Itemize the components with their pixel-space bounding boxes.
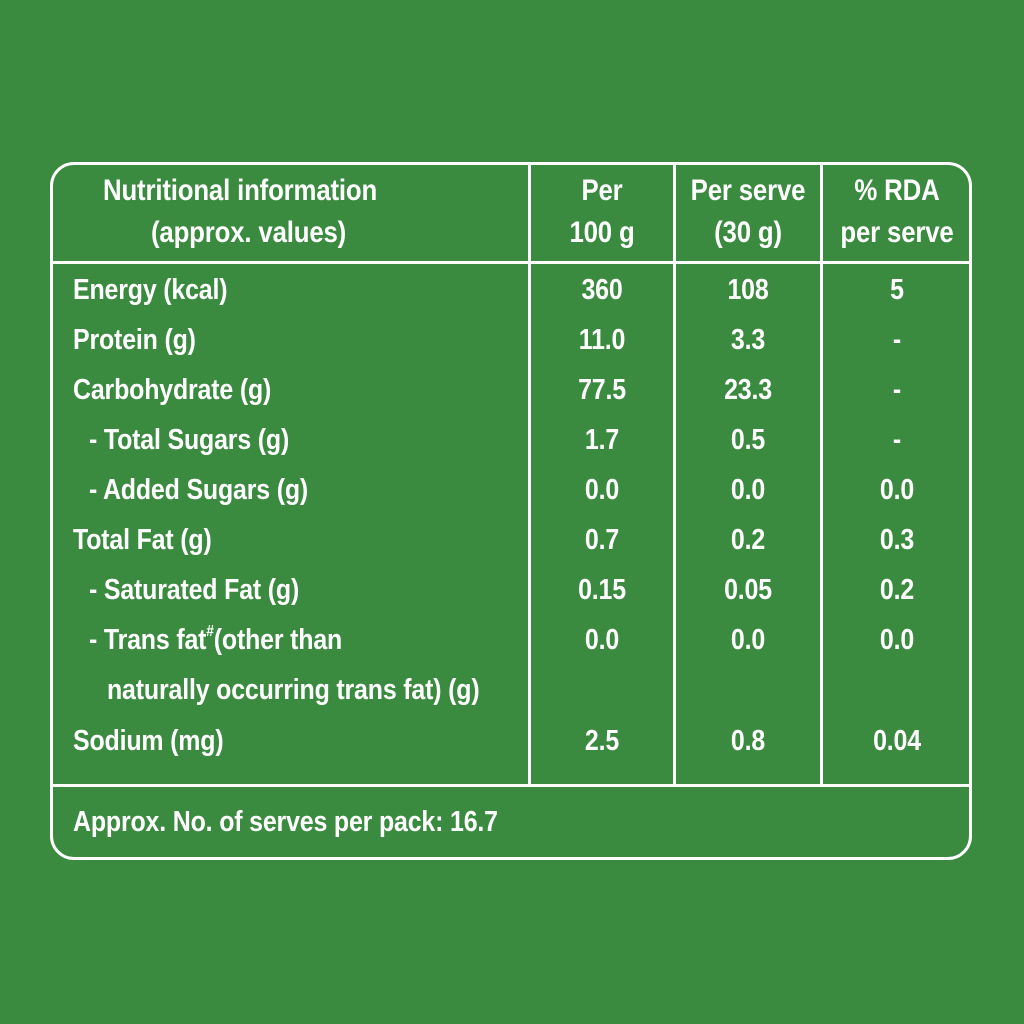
header-rda: % RDA	[854, 174, 940, 207]
header-30g: (30 g)	[714, 216, 782, 249]
row-label-protein: Protein (g)	[73, 324, 196, 356]
column-divider	[820, 165, 823, 787]
cell-per100: 11.0	[578, 324, 626, 356]
cell-per-serve: 0.5	[730, 424, 766, 456]
cell-per-serve: 3.3	[730, 324, 766, 356]
column-divider	[673, 165, 676, 787]
header-100g: 100 g	[569, 216, 635, 249]
header-nutritional-information: Nutritional information	[103, 174, 378, 207]
trans-fat-label-part1: - Trans fat	[89, 624, 207, 656]
cell-per100: 0.0	[584, 474, 620, 506]
cell-rda: 0.3	[879, 524, 915, 556]
cell-rda: -	[892, 424, 902, 456]
cell-per100: 1.7	[584, 424, 620, 456]
row-label-sodium: Sodium (mg)	[73, 725, 224, 757]
cell-rda: 0.2	[879, 574, 915, 606]
nutrition-table: Nutritional information (approx. values)…	[50, 162, 972, 860]
trans-fat-footnote-mark: #	[206, 623, 214, 641]
cell-rda: 0.0	[879, 624, 915, 656]
row-label-trans-fat: - Trans fat#(other than	[89, 623, 342, 657]
cell-rda: 0.04	[873, 725, 921, 757]
cell-rda: 0.0	[879, 474, 915, 506]
row-label-carbohydrate: Carbohydrate (g)	[73, 374, 272, 406]
serves-per-pack: Approx. No. of serves per pack: 16.7	[73, 806, 498, 838]
cell-per-serve: 108	[727, 274, 769, 306]
header-divider	[53, 261, 969, 264]
row-label-added-sugars: - Added Sugars (g)	[89, 474, 309, 506]
cell-per100: 360	[581, 274, 623, 306]
cell-per-serve: 0.2	[730, 524, 766, 556]
cell-per-serve: 0.0	[730, 624, 766, 656]
row-label-saturated-fat: - Saturated Fat (g)	[89, 574, 300, 606]
header-per-serve: Per serve	[690, 174, 806, 207]
cell-per100: 0.15	[578, 574, 626, 606]
cell-per-serve: 0.05	[724, 574, 772, 606]
row-label-energy: Energy (kcal)	[73, 274, 228, 306]
column-divider	[528, 165, 531, 787]
cell-per100: 0.0	[584, 624, 620, 656]
cell-per100: 0.7	[584, 524, 620, 556]
cell-rda: -	[892, 324, 902, 356]
trans-fat-label-part2: (other than	[213, 624, 343, 656]
cell-per-serve: 0.0	[730, 474, 766, 506]
cell-per-serve: 0.8	[730, 725, 766, 757]
header-per: Per	[581, 174, 623, 207]
row-label-trans-fat-line2: naturally occurring trans fat) (g)	[107, 674, 480, 706]
row-label-total-sugars: - Total Sugars (g)	[89, 424, 290, 456]
cell-per100: 77.5	[578, 374, 626, 406]
cell-per100: 2.5	[584, 725, 620, 757]
footer-divider	[53, 784, 969, 787]
row-label-total-fat: Total Fat (g)	[73, 524, 212, 556]
header-approx-values: (approx. values)	[151, 216, 347, 249]
cell-rda: 5	[890, 274, 904, 306]
cell-per-serve: 23.3	[724, 374, 772, 406]
header-rda-per-serve: per serve	[840, 216, 954, 249]
cell-rda: -	[892, 374, 902, 406]
